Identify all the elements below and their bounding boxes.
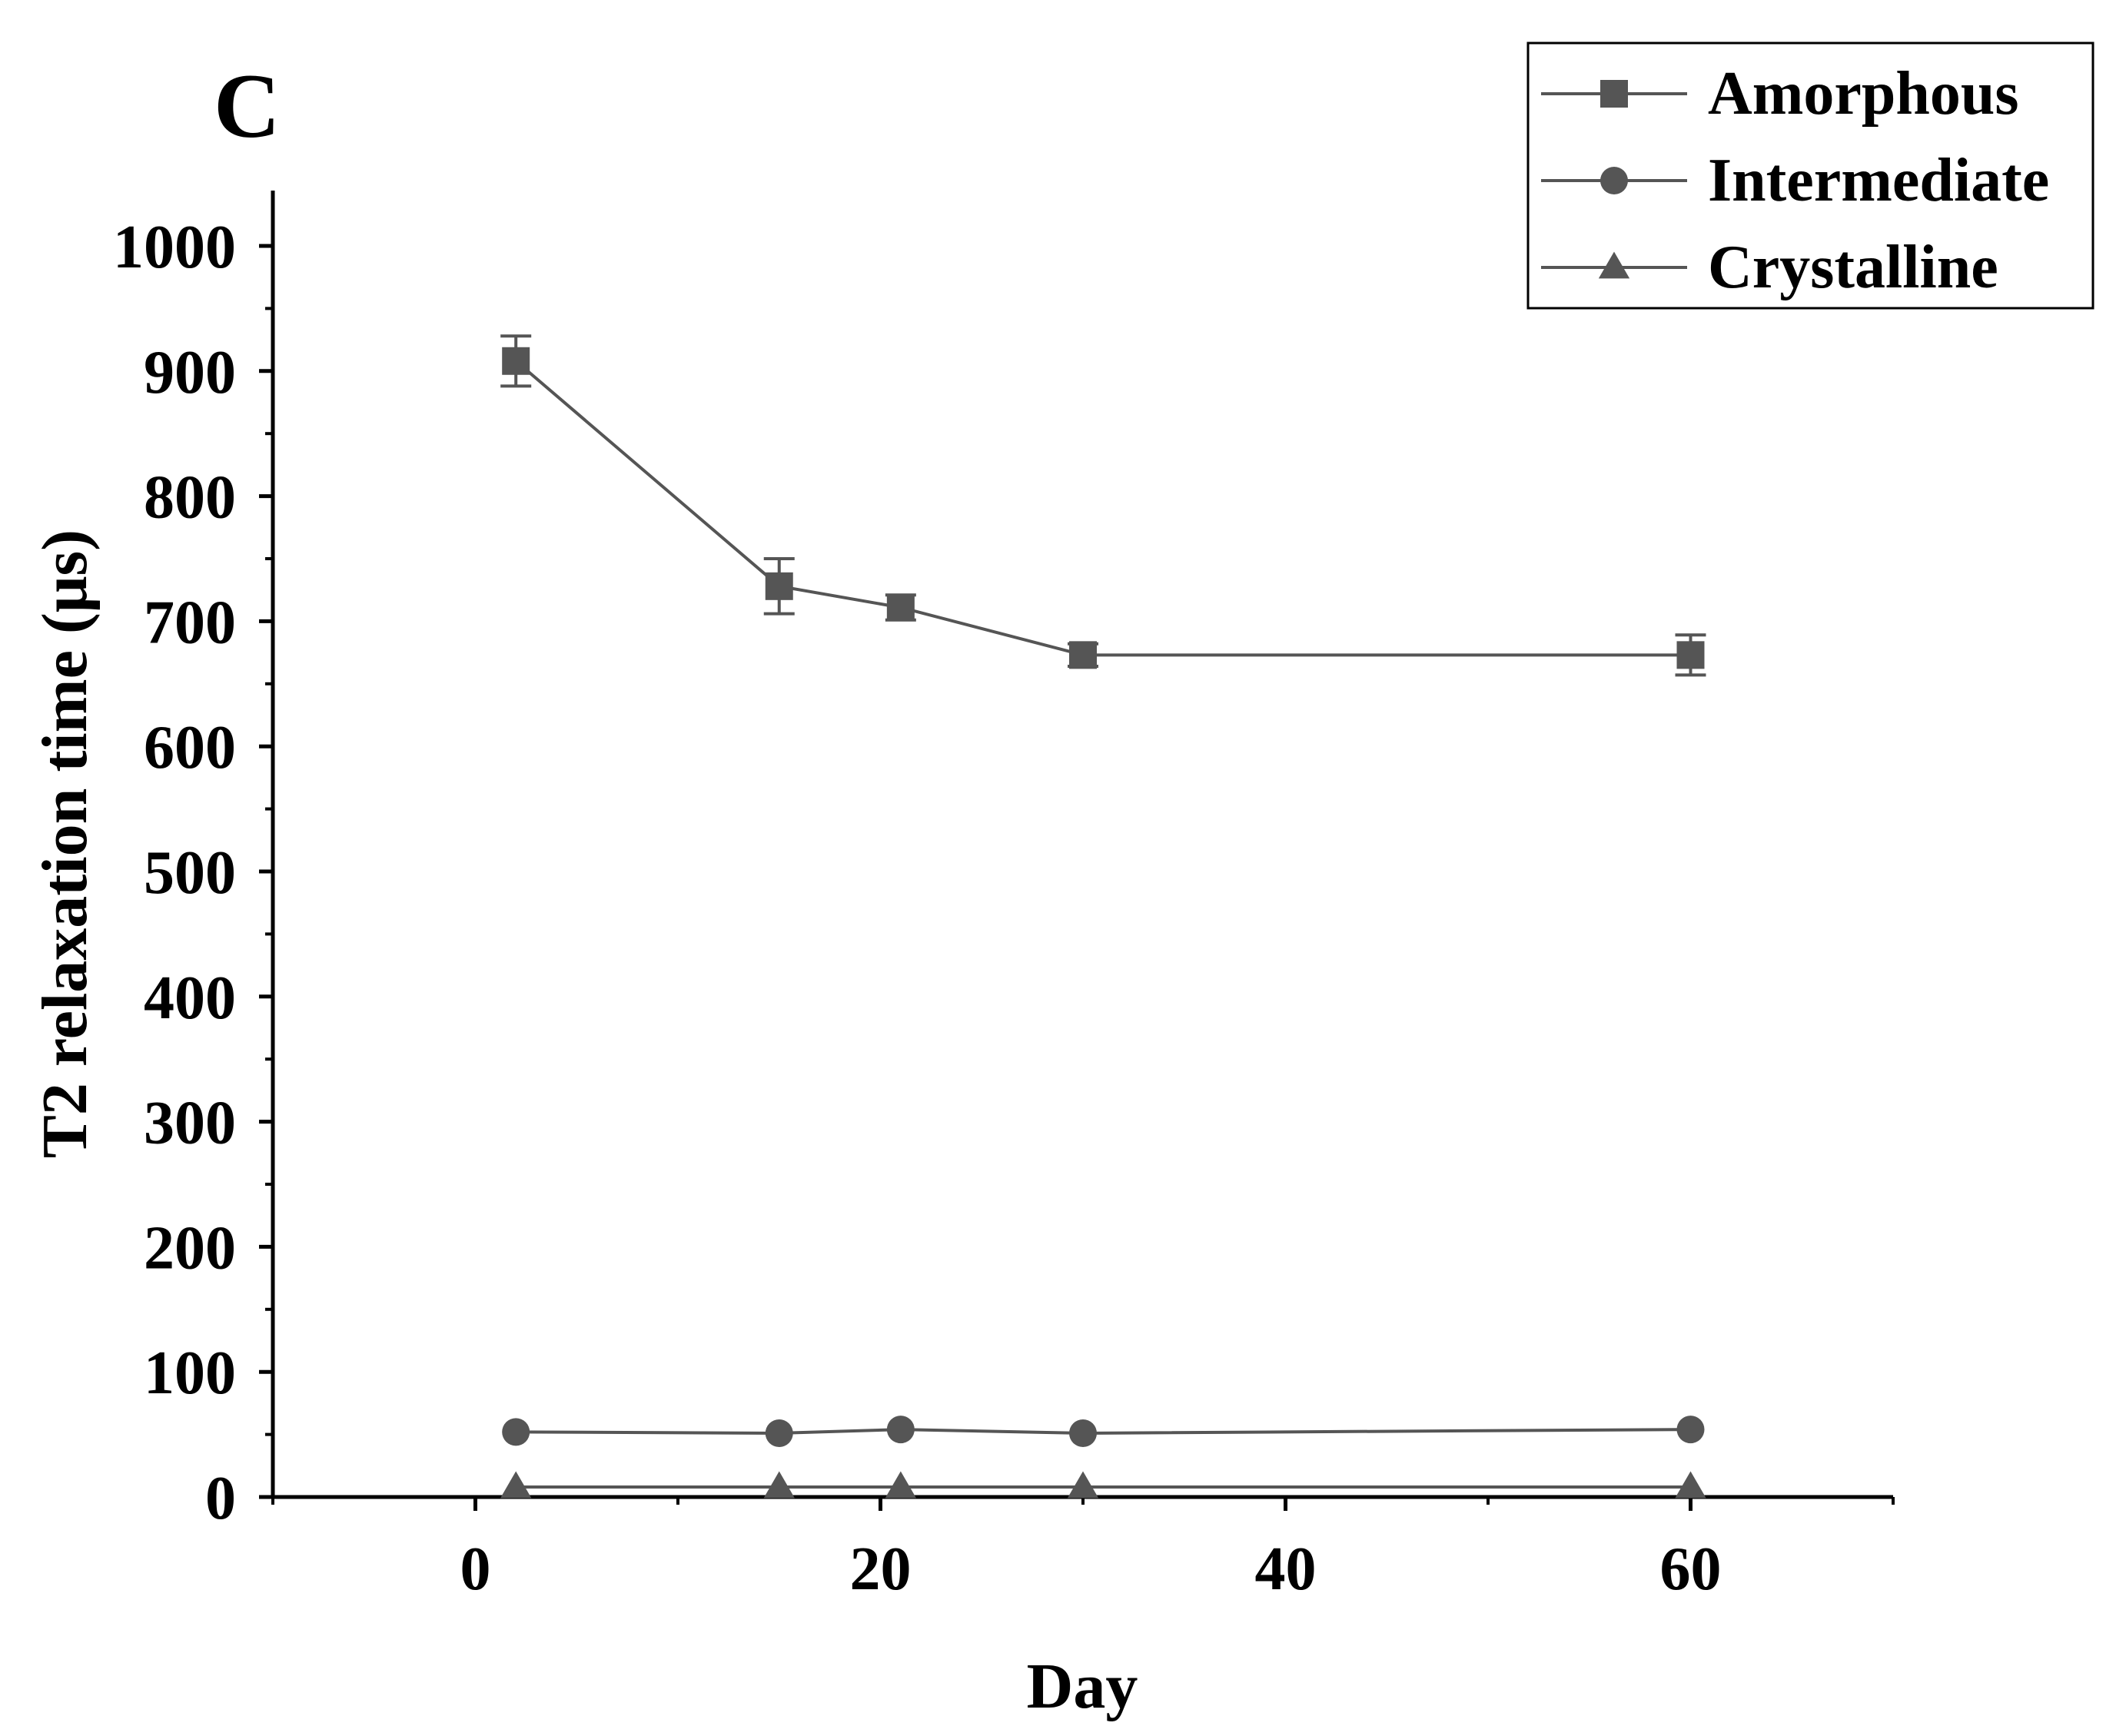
data-point-intermediate (886, 1416, 915, 1444)
y-axis-label: T2 relaxation time (μs) (29, 529, 101, 1158)
y-tick-label: 700 (144, 589, 236, 656)
series-intermediate (502, 1416, 1705, 1447)
y-ticks: 0 100 200 300 400 500 600 700 800 900 1000 (113, 214, 273, 1532)
data-point-crystalline (1067, 1471, 1099, 1499)
y-tick-label: 1000 (113, 214, 236, 281)
legend-marker-circle (1600, 167, 1628, 194)
data-point-amorphous (886, 593, 915, 622)
data-point-crystalline (500, 1471, 532, 1499)
data-point-amorphous (1069, 641, 1097, 669)
data-point-crystalline (1675, 1471, 1706, 1499)
legend-label: Amorphous (1708, 60, 2019, 128)
data-point-amorphous (1676, 641, 1705, 669)
y-tick-label: 200 (144, 1214, 236, 1282)
x-tick-label: 40 (1255, 1535, 1317, 1603)
data-point-amorphous (765, 572, 793, 600)
y-tick-label: 400 (144, 964, 236, 1032)
series-line-amorphous (514, 360, 1691, 657)
legend-marker-square (1600, 80, 1628, 108)
legend: Amorphous Intermediate Crystalline (1526, 41, 2094, 310)
y-tick-label: 900 (144, 339, 236, 407)
legend-item-intermediate: Intermediate (1541, 147, 2049, 214)
y-tick-label: 500 (144, 839, 236, 907)
legend-item-amorphous: Amorphous (1541, 60, 2019, 128)
data-point-intermediate (502, 1418, 530, 1446)
panel-label: C (214, 55, 281, 157)
series-line-intermediate (516, 1428, 1691, 1435)
legend-label: Intermediate (1708, 147, 2049, 214)
data-point-crystalline (885, 1471, 917, 1499)
series-crystalline (500, 1471, 1706, 1499)
x-tick-label: 0 (460, 1535, 491, 1603)
data-point-intermediate (1069, 1419, 1097, 1447)
x-tick-label: 20 (850, 1535, 912, 1603)
x-ticks: 0 20 40 60 (271, 1497, 1895, 1603)
y-tick-label: 800 (144, 464, 236, 532)
data-point-intermediate (1676, 1416, 1705, 1444)
plot-area (500, 334, 1706, 1499)
x-axis-label: Day (1027, 1651, 1138, 1722)
legend-marker-triangle (1598, 251, 1630, 279)
data-point-crystalline (763, 1471, 795, 1499)
y-tick-label: 600 (144, 714, 236, 782)
data-point-amorphous (502, 347, 530, 375)
y-tick-label: 0 (205, 1465, 236, 1532)
legend-label: Crystalline (1708, 234, 1998, 301)
legend-item-crystalline: Crystalline (1541, 234, 1998, 301)
x-tick-label: 60 (1660, 1535, 1722, 1603)
y-tick-label: 300 (144, 1090, 236, 1157)
series-amorphous (500, 334, 1706, 677)
data-point-intermediate (765, 1419, 793, 1447)
y-tick-label: 100 (144, 1339, 236, 1407)
